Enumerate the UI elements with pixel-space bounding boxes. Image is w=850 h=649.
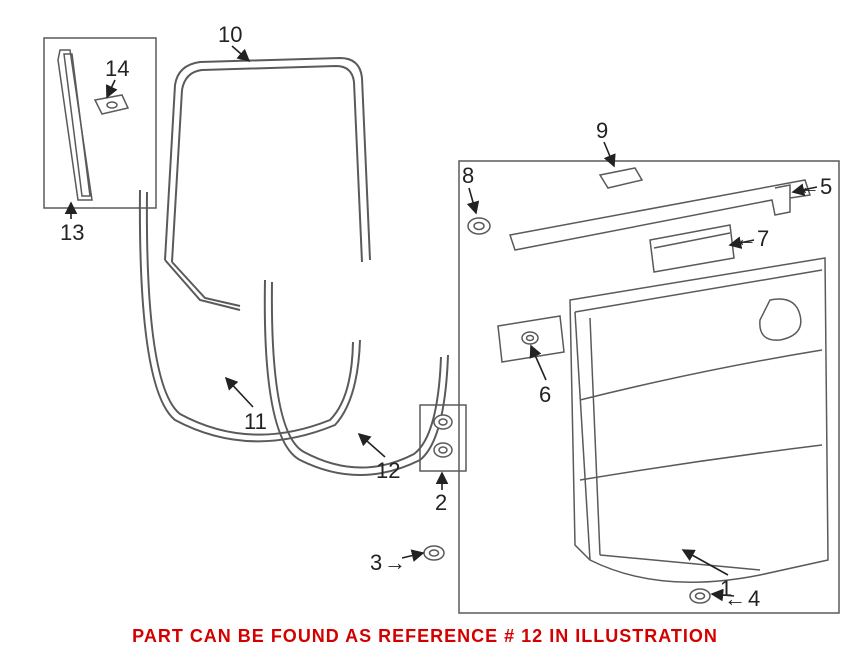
callout-10: 10 [218,22,242,48]
callout-7-arrow-prefix: ← [735,226,757,252]
callout-4: 4 [748,586,760,612]
callout-5-arrow-prefix: ← [798,174,820,200]
parts-illustration-svg [0,0,850,649]
diagram-canvas: 1 2 3 → 4 ← 5 ← 6 7 ← 8 9 10 11 12 13 14… [0,0,850,649]
callout-13: 13 [60,220,84,246]
callout-14: 14 [105,56,129,82]
callout-5: 5 [820,174,832,200]
callout-12: 12 [376,458,400,484]
callout-9: 9 [596,118,608,144]
callout-8: 8 [462,163,474,189]
callout-3-arrow-suffix: → [384,550,406,576]
callout-3: 3 [370,550,382,576]
callout-2: 2 [435,490,447,516]
callout-6: 6 [539,382,551,408]
callout-4-arrow-prefix: ← [724,586,746,612]
callout-7: 7 [757,226,769,252]
footer-reference-text: PART CAN BE FOUND AS REFERENCE # 12 IN I… [132,626,718,647]
callout-11: 11 [244,409,267,435]
